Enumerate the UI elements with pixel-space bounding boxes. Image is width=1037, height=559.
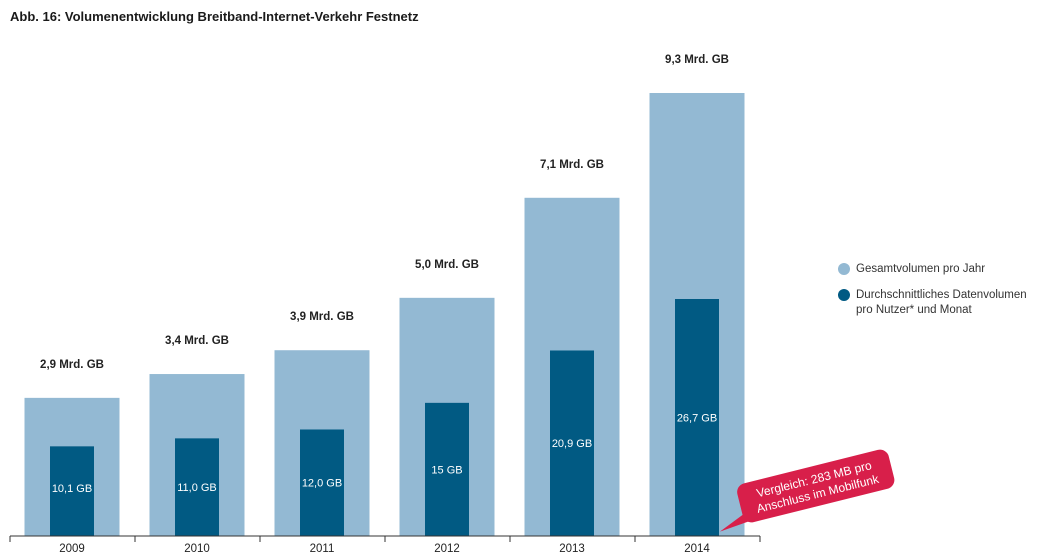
label-average-2014: 26,7 GB bbox=[677, 413, 717, 425]
x-tick-2013: 2013 bbox=[559, 543, 585, 555]
legend-label-total: Gesamtvolumen pro Jahr bbox=[856, 263, 986, 275]
legend-swatch-average bbox=[838, 289, 850, 301]
bar-average-2014 bbox=[675, 299, 719, 536]
x-tick-2011: 2011 bbox=[310, 543, 335, 555]
x-tick-2010: 2010 bbox=[184, 543, 210, 555]
bar-average-2013 bbox=[550, 350, 594, 536]
bar-average-2009 bbox=[50, 446, 94, 536]
annotation-pointer bbox=[719, 509, 760, 532]
label-average-2010: 11,0 GB bbox=[177, 482, 217, 494]
label-average-2009: 10,1 GB bbox=[52, 483, 92, 495]
label-total-2011: 3,9 Mrd. GB bbox=[290, 311, 354, 323]
label-total-2014: 9,3 Mrd. GB bbox=[665, 54, 729, 66]
legend-label-average-line2: pro Nutzer* und Monat bbox=[856, 304, 972, 316]
label-average-2011: 12,0 GB bbox=[302, 478, 342, 490]
label-average-2012: 15 GB bbox=[431, 464, 462, 476]
annotation-bubble bbox=[737, 449, 895, 523]
legend-label-average: Durchschnittliches Datenvolumen pro Nutz… bbox=[856, 288, 1037, 318]
label-total-2012: 5,0 Mrd. GB bbox=[415, 259, 479, 271]
legend-label-average-line1: Durchschnittliches Datenvolumen bbox=[856, 289, 1027, 301]
label-total-2009: 2,9 Mrd. GB bbox=[40, 359, 104, 371]
bar-average-2012 bbox=[425, 402, 469, 536]
x-tick-2009: 2009 bbox=[59, 543, 85, 555]
chart-title: Abb. 16: Volumenentwicklung Breitband-In… bbox=[10, 9, 419, 24]
label-average-2013: 20,9 GB bbox=[552, 438, 592, 450]
x-tick-2014: 2014 bbox=[684, 543, 710, 555]
bar-average-2011 bbox=[300, 429, 344, 536]
label-total-2013: 7,1 Mrd. GB bbox=[540, 159, 604, 171]
legend-swatch-total bbox=[838, 263, 850, 275]
legend-item-total: Gesamtvolumen pro Jahr bbox=[838, 262, 1037, 277]
x-tick-2012: 2012 bbox=[434, 543, 460, 555]
legend-item-average: Durchschnittliches Datenvolumen pro Nutz… bbox=[838, 288, 1037, 318]
label-total-2010: 3,4 Mrd. GB bbox=[165, 335, 229, 347]
bar-average-2010 bbox=[175, 438, 219, 536]
